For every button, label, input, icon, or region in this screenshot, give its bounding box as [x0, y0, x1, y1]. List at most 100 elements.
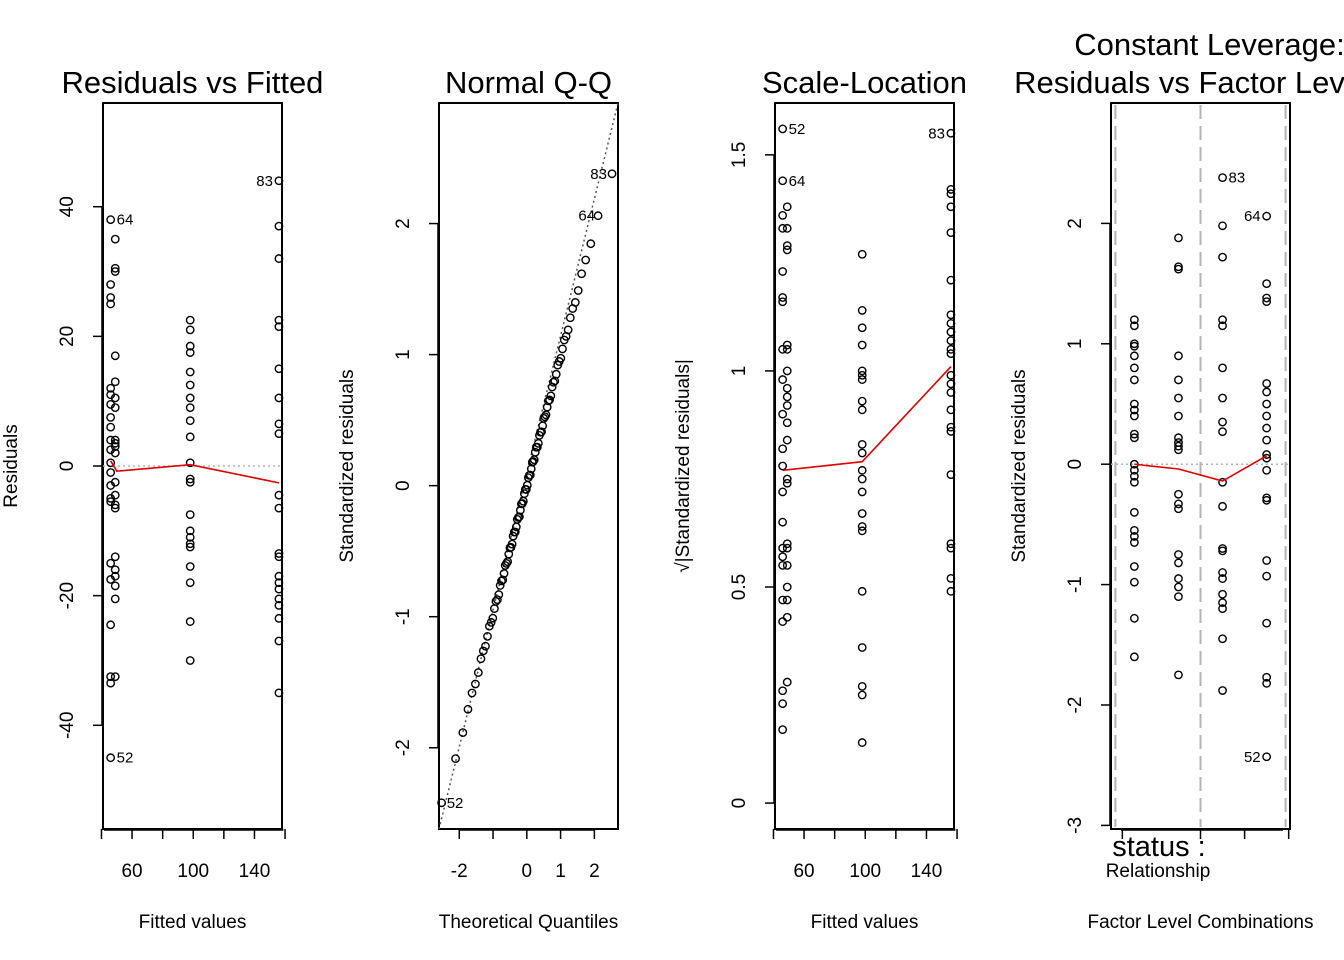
- data-point: [543, 396, 553, 406]
- point-label: 83: [256, 173, 273, 190]
- data-point: [274, 315, 284, 325]
- data-point: [274, 636, 284, 646]
- data-point: [857, 465, 867, 475]
- data-point: [546, 391, 556, 401]
- data-point: [1129, 471, 1139, 481]
- data-point: [185, 315, 195, 325]
- data-point: [274, 254, 284, 263]
- x-tick-label: 140: [911, 861, 943, 882]
- data-point: [1218, 589, 1227, 599]
- point-label: 52: [447, 795, 464, 812]
- data-point: [492, 595, 502, 605]
- data-point: [778, 552, 788, 562]
- data-point: [274, 594, 284, 604]
- data-point: [185, 432, 195, 442]
- data-point: [185, 539, 195, 549]
- data-point: [778, 461, 788, 471]
- data-point: [1262, 495, 1272, 505]
- data-point: [476, 654, 486, 664]
- data-point: [110, 594, 120, 604]
- data-point: [106, 458, 116, 468]
- x-axis-label: Theoretical Quantiles: [439, 912, 619, 933]
- data-point: [857, 522, 867, 531]
- point-label: 64: [578, 208, 595, 225]
- data-point: [1129, 405, 1139, 415]
- data-point: [1129, 315, 1139, 325]
- x-tick-label: 140: [239, 861, 271, 882]
- data-point: [185, 477, 195, 487]
- y-tick-label: 0.5: [729, 574, 750, 600]
- data-point: [1129, 652, 1139, 662]
- data-point: [1218, 363, 1227, 373]
- data-point: [1262, 450, 1272, 459]
- data-point: [110, 477, 120, 487]
- data-point: [106, 293, 116, 302]
- data-point: [1174, 574, 1183, 583]
- data-point: [110, 448, 120, 458]
- x-axis-label: Fitted values: [139, 912, 247, 933]
- data-point: [532, 442, 542, 452]
- data-point: [274, 549, 284, 558]
- data-point: [106, 299, 116, 309]
- data-point: [274, 429, 284, 438]
- data-point: [782, 474, 792, 484]
- y-tick-label: 20: [57, 326, 78, 347]
- factor-level-label: Relationship: [1106, 861, 1211, 882]
- data-point: [778, 543, 788, 553]
- data-point: [946, 336, 956, 346]
- data-point: [110, 263, 120, 273]
- point-label: 83: [590, 166, 607, 183]
- y-axis-label: Standardized residuals: [337, 369, 358, 562]
- data-point: [537, 427, 546, 437]
- data-point: [946, 344, 956, 354]
- data-point: [106, 753, 116, 763]
- smooth-line: [109, 460, 280, 484]
- data-point: [521, 485, 531, 494]
- data-point: [451, 754, 460, 764]
- data-point: [274, 552, 284, 562]
- panel-4: Constant Leverage:Residuals vs Factor Le…: [1009, 27, 1344, 933]
- data-point: [782, 612, 792, 622]
- data-point: [1129, 465, 1139, 475]
- data-point: [1262, 279, 1272, 288]
- data-point: [1129, 429, 1139, 439]
- data-point: [778, 725, 788, 735]
- panel-title: Normal Q-Q: [445, 65, 612, 100]
- data-point: [782, 344, 792, 354]
- data-point: [110, 393, 120, 403]
- data-point: [185, 617, 195, 626]
- data-point: [274, 571, 284, 581]
- data-point: [857, 405, 867, 415]
- data-point: [494, 590, 504, 600]
- data-point: [778, 210, 788, 220]
- data-point: [946, 586, 956, 596]
- data-point: [857, 474, 867, 484]
- data-point: [946, 189, 956, 199]
- data-point: [778, 617, 788, 626]
- data-point: [857, 738, 867, 747]
- data-point: [1262, 211, 1272, 221]
- y-tick-label: -3: [1065, 817, 1086, 834]
- data-point: [857, 306, 867, 315]
- data-point: [185, 562, 195, 571]
- data-point: [481, 641, 490, 651]
- data-point: [1218, 417, 1227, 427]
- data-point: [551, 369, 561, 379]
- data-point: [1174, 592, 1183, 602]
- data-point: [1174, 351, 1183, 361]
- data-point: [1174, 670, 1183, 680]
- x-axis-label: Factor Level Combinations: [1088, 912, 1314, 933]
- data-point: [1129, 433, 1139, 443]
- point-label: 52: [117, 750, 134, 767]
- data-point: [110, 552, 120, 562]
- data-point: [106, 558, 116, 568]
- data-point: [857, 366, 867, 376]
- data-point: [1218, 544, 1227, 553]
- x-axis-label: Fitted values: [811, 912, 919, 933]
- data-point: [110, 351, 120, 361]
- data-point: [1129, 351, 1139, 361]
- point-label: 52: [789, 121, 806, 138]
- data-point: [106, 620, 116, 630]
- data-point: [1262, 423, 1272, 433]
- data-point: [106, 215, 116, 225]
